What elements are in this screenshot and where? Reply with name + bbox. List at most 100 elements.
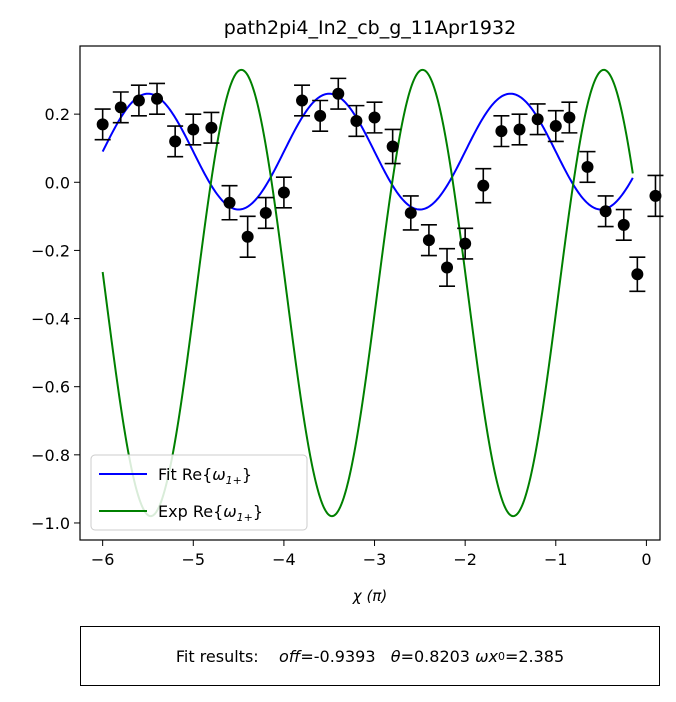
data-marker [350,114,363,127]
data-point [294,84,311,117]
data-marker [132,94,145,107]
x-axis: −6 −5 −4 −3 −2 −1 0 [91,540,652,569]
data-point [597,195,614,228]
data-point [579,150,596,184]
data-point [366,101,383,134]
off-param-value: =-0.9393 [300,646,376,666]
y-tick-label: 0.0 [45,173,70,192]
data-point [561,101,578,134]
x-tick-label: −5 [181,550,205,569]
data-point [149,82,166,115]
data-point [457,227,474,260]
data-point [167,125,184,158]
data-point [615,208,632,241]
legend: Fit Re{ω1+} Exp Re{ω1+} [90,454,308,531]
legend-exp-label: Exp Re{ω1+} [158,502,263,524]
data-marker [513,123,526,136]
x-tick-label: −4 [272,550,296,569]
data-point [348,104,365,138]
y-tick-label: −0.4 [31,310,70,329]
data-marker [599,205,612,218]
exp-curve [101,68,634,518]
chart: path2pi4_In2_cb_g_11Apr1932 −6 −5 −4 −3 −2 −1… [31,17,664,605]
fit-curve [101,92,634,211]
y-tick-label: −0.2 [31,241,70,260]
data-marker [151,92,164,105]
x-tick-label: −6 [91,550,115,569]
plot-frame [79,45,661,541]
data-marker [422,234,435,247]
data-point [493,115,510,148]
fit-curve-group [101,92,634,211]
omega-param-value: =2.385 [504,646,565,666]
data-marker [187,123,200,136]
data-marker [459,237,472,250]
data-marker [441,261,454,274]
data-point [420,224,437,257]
data-point [330,77,347,110]
data-point [185,113,202,146]
data-marker [549,120,562,133]
data-marker [581,160,594,173]
data-marker [495,125,508,138]
data-marker [241,230,254,243]
legend-fit-label: Fit Re{ω1+} [158,465,252,487]
data-point [439,247,456,287]
data-point [112,91,129,124]
data-marker [114,101,127,114]
chart-title: path2pi4_In2_cb_g_11Apr1932 [224,17,516,39]
data-marker [617,218,630,231]
data-marker [259,206,272,219]
y-tick-label: −0.6 [31,378,70,397]
data-point [221,184,238,221]
data-marker [296,94,309,107]
y-tick-label: 0.2 [45,105,70,124]
data-marker [277,186,290,199]
data-point [312,99,329,132]
x-axis-label: χ (π) [352,587,387,605]
y-tick-label: −0.8 [31,446,70,465]
data-marker [96,118,109,131]
data-point [402,195,419,231]
theta-param-name: θ [390,646,401,666]
x-tick-label: −2 [453,550,477,569]
exp-curve-group [101,68,634,518]
data-marker [631,268,644,281]
data-point [257,196,274,230]
data-point [239,215,256,259]
omega-param-sub: 0 [497,649,505,663]
theta-param-value: =0.8203 [400,646,470,666]
data-point [130,84,147,117]
x-tick-label: −1 [544,550,568,569]
data-marker [404,206,417,219]
data-point [529,103,546,136]
data-point [647,174,664,218]
data-points [94,77,664,293]
plot-area [79,45,661,541]
data-marker [332,87,345,100]
data-point [475,167,492,204]
data-marker [649,189,662,202]
y-axis: −1.0 −0.8 −0.6 −0.4 −0.2 0.0 0.2 [31,105,80,533]
x-tick-label: 0 [641,550,651,569]
data-point [629,256,646,293]
data-marker [477,179,490,192]
data-marker [386,140,399,153]
data-point [384,128,401,165]
data-point [203,111,220,144]
data-marker [169,135,182,148]
fit-results-label: Fit results: [175,646,259,666]
data-point [547,109,564,143]
data-point [275,176,292,209]
data-point [511,113,528,146]
data-marker [368,111,381,124]
fit-results-box: Fit results: off =-0.9393 θ =0.8203 ωx 0… [80,626,660,686]
data-marker [223,196,236,209]
data-marker [314,109,327,122]
data-marker [531,113,544,126]
data-marker [563,111,576,124]
off-param-name: off [279,646,301,666]
data-marker [205,121,218,134]
data-point [94,108,111,141]
omega-param-name: ωx [475,646,498,666]
